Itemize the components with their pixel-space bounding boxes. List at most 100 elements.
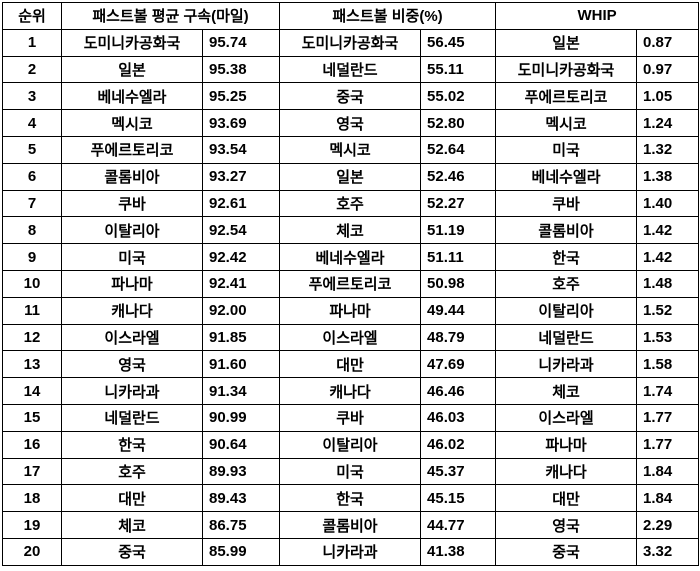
pct-country-cell: 쿠바 bbox=[279, 403, 422, 432]
pct-country-cell: 캐나다 bbox=[279, 377, 422, 405]
whip-value-cell: 1.52 bbox=[636, 296, 700, 325]
velocity-value-cell: 89.93 bbox=[201, 457, 281, 486]
velocity-value-cell: 93.54 bbox=[201, 135, 281, 164]
whip-country-cell: 쿠바 bbox=[495, 189, 638, 218]
whip-value-cell: 1.05 bbox=[636, 82, 700, 111]
velocity-value-cell: 85.99 bbox=[201, 537, 281, 566]
whip-value-cell: 1.77 bbox=[636, 430, 700, 459]
pct-value-cell: 56.45 bbox=[420, 28, 497, 57]
table-row: 15 네덜란드 90.99 쿠바 46.03 이스라엘 1.77 bbox=[2, 403, 700, 432]
velocity-country-cell: 푸에르토리코 bbox=[61, 135, 203, 164]
header-rank: 순위 bbox=[2, 2, 62, 30]
pct-country-cell: 중국 bbox=[279, 82, 422, 111]
velocity-value-cell: 95.38 bbox=[201, 55, 281, 84]
velocity-country-cell: 미국 bbox=[61, 243, 203, 271]
rank-cell: 11 bbox=[2, 296, 62, 325]
table-row: 5 푸에르토리코 93.54 멕시코 52.64 미국 1.32 bbox=[2, 135, 700, 164]
whip-country-cell: 베네수엘라 bbox=[495, 162, 638, 191]
header-fastball-pct: 패스트볼 비중(%) bbox=[279, 2, 497, 30]
table-row: 6 콜롬비아 93.27 일본 52.46 베네수엘라 1.38 bbox=[2, 162, 700, 191]
pct-country-cell: 콜롬비아 bbox=[279, 511, 422, 539]
velocity-value-cell: 92.00 bbox=[201, 296, 281, 325]
whip-country-cell: 니카라과 bbox=[495, 350, 638, 379]
pct-country-cell: 영국 bbox=[279, 109, 422, 137]
pct-value-cell: 52.80 bbox=[420, 109, 497, 137]
whip-value-cell: 1.38 bbox=[636, 162, 700, 191]
table-row: 2 일본 95.38 네덜란드 55.11 도미니카공화국 0.97 bbox=[2, 55, 700, 84]
velocity-country-cell: 대만 bbox=[61, 484, 203, 513]
table-row: 11 캐나다 92.00 파나마 49.44 이탈리아 1.52 bbox=[2, 296, 700, 325]
header-row: 순위 패스트볼 평균 구속(마일) 패스트볼 비중(%) WHIP bbox=[2, 2, 700, 30]
pct-value-cell: 44.77 bbox=[420, 511, 497, 539]
table-row: 8 이탈리아 92.54 체코 51.19 콜롬비아 1.42 bbox=[2, 216, 700, 245]
pct-value-cell: 52.64 bbox=[420, 135, 497, 164]
velocity-value-cell: 95.25 bbox=[201, 82, 281, 111]
whip-value-cell: 1.24 bbox=[636, 109, 700, 137]
pct-country-cell: 한국 bbox=[279, 484, 422, 513]
whip-country-cell: 멕시코 bbox=[495, 109, 638, 137]
velocity-country-cell: 니카라과 bbox=[61, 377, 203, 405]
velocity-country-cell: 영국 bbox=[61, 350, 203, 379]
rank-cell: 19 bbox=[2, 511, 62, 539]
pct-value-cell: 45.15 bbox=[420, 484, 497, 513]
velocity-value-cell: 86.75 bbox=[201, 511, 281, 539]
velocity-country-cell: 한국 bbox=[61, 430, 203, 459]
whip-value-cell: 3.32 bbox=[636, 537, 700, 566]
table-row: 17 호주 89.93 미국 45.37 캐나다 1.84 bbox=[2, 457, 700, 486]
whip-value-cell: 1.74 bbox=[636, 377, 700, 405]
pct-country-cell: 네덜란드 bbox=[279, 55, 422, 84]
velocity-value-cell: 93.27 bbox=[201, 162, 281, 191]
whip-country-cell: 영국 bbox=[495, 511, 638, 539]
velocity-value-cell: 89.43 bbox=[201, 484, 281, 513]
rank-cell: 2 bbox=[2, 55, 62, 84]
whip-country-cell: 대만 bbox=[495, 484, 638, 513]
velocity-country-cell: 베네수엘라 bbox=[61, 82, 203, 111]
velocity-value-cell: 93.69 bbox=[201, 109, 281, 137]
table-row: 13 영국 91.60 대만 47.69 니카라과 1.58 bbox=[2, 350, 700, 379]
pct-country-cell: 멕시코 bbox=[279, 135, 422, 164]
velocity-value-cell: 92.54 bbox=[201, 216, 281, 245]
table-row: 10 파나마 92.41 푸에르토리코 50.98 호주 1.48 bbox=[2, 269, 700, 298]
pct-country-cell: 푸에르토리코 bbox=[279, 269, 422, 298]
whip-country-cell: 파나마 bbox=[495, 430, 638, 459]
velocity-country-cell: 체코 bbox=[61, 511, 203, 539]
whip-country-cell: 중국 bbox=[495, 537, 638, 566]
whip-value-cell: 0.87 bbox=[636, 28, 700, 57]
table-row: 12 이스라엘 91.85 이스라엘 48.79 네덜란드 1.53 bbox=[2, 323, 700, 352]
velocity-value-cell: 90.99 bbox=[201, 403, 281, 432]
pct-value-cell: 46.02 bbox=[420, 430, 497, 459]
whip-country-cell: 한국 bbox=[495, 243, 638, 271]
pct-country-cell: 체코 bbox=[279, 216, 422, 245]
rank-cell: 15 bbox=[2, 403, 62, 432]
pct-value-cell: 46.46 bbox=[420, 377, 497, 405]
rank-cell: 12 bbox=[2, 323, 62, 352]
velocity-country-cell: 이스라엘 bbox=[61, 323, 203, 352]
whip-value-cell: 1.53 bbox=[636, 323, 700, 352]
table-row: 1 도미니카공화국 95.74 도미니카공화국 56.45 일본 0.87 bbox=[2, 28, 700, 57]
pct-country-cell: 도미니카공화국 bbox=[279, 28, 422, 57]
pct-country-cell: 파나마 bbox=[279, 296, 422, 325]
header-whip: WHIP bbox=[495, 2, 700, 30]
velocity-country-cell: 도미니카공화국 bbox=[61, 28, 203, 57]
pct-country-cell: 이탈리아 bbox=[279, 430, 422, 459]
pct-value-cell: 52.27 bbox=[420, 189, 497, 218]
velocity-value-cell: 90.64 bbox=[201, 430, 281, 459]
table-row: 16 한국 90.64 이탈리아 46.02 파나마 1.77 bbox=[2, 430, 700, 459]
whip-value-cell: 1.32 bbox=[636, 135, 700, 164]
rank-cell: 1 bbox=[2, 28, 62, 57]
pct-value-cell: 55.02 bbox=[420, 82, 497, 111]
velocity-country-cell: 콜롬비아 bbox=[61, 162, 203, 191]
table-row: 18 대만 89.43 한국 45.15 대만 1.84 bbox=[2, 484, 700, 513]
pct-country-cell: 대만 bbox=[279, 350, 422, 379]
whip-value-cell: 1.84 bbox=[636, 484, 700, 513]
whip-country-cell: 체코 bbox=[495, 377, 638, 405]
pct-country-cell: 베네수엘라 bbox=[279, 243, 422, 271]
pct-country-cell: 미국 bbox=[279, 457, 422, 486]
whip-country-cell: 네덜란드 bbox=[495, 323, 638, 352]
table-row: 7 쿠바 92.61 호주 52.27 쿠바 1.40 bbox=[2, 189, 700, 218]
pct-value-cell: 49.44 bbox=[420, 296, 497, 325]
header-fastball-velocity: 패스트볼 평균 구속(마일) bbox=[60, 2, 281, 30]
whip-value-cell: 1.77 bbox=[636, 403, 700, 432]
velocity-value-cell: 95.74 bbox=[201, 28, 281, 57]
